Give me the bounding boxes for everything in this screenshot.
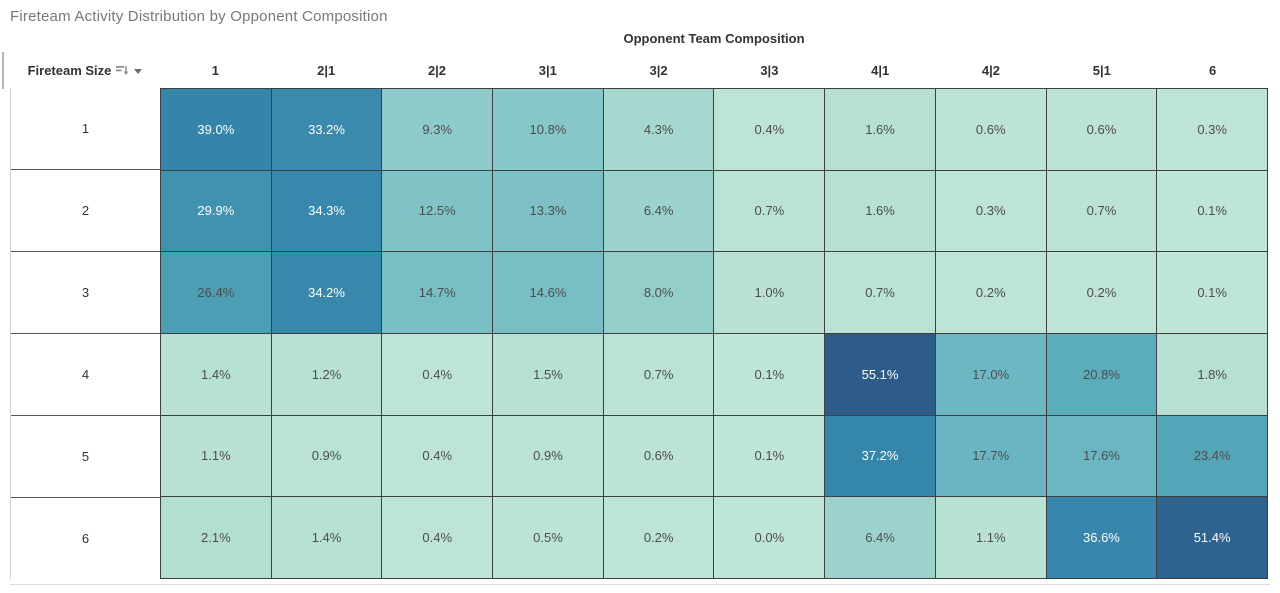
heatmap-cell[interactable]: 1.4% [271,497,382,578]
heatmap-cell[interactable]: 0.1% [714,333,825,415]
heatmap-cell[interactable]: 0.2% [603,497,714,578]
heatmap-cell[interactable]: 10.8% [493,89,603,170]
heatmap-cell[interactable]: 17.6% [1046,415,1157,497]
heatmap-cell[interactable]: 0.4% [382,497,493,578]
heatmap-cell[interactable]: 1.5% [493,333,603,415]
heatmap-cell[interactable]: 6.4% [825,497,935,578]
heatmap-cell[interactable]: 0.6% [603,415,714,497]
heatmap-cell[interactable]: 9.3% [382,89,493,170]
column-header[interactable]: 1 [211,62,220,78]
heatmap-cell[interactable]: 33.2% [271,89,382,170]
sort-descending-icon[interactable] [116,65,129,76]
heatmap-cell[interactable]: 1.6% [825,170,935,252]
heatmap-cell[interactable]: 0.7% [1046,170,1157,252]
dropdown-caret-icon[interactable] [134,68,143,74]
heatmap-cell[interactable]: 0.5% [493,497,603,578]
heatmap-cell[interactable]: 17.7% [935,415,1046,497]
heatmap-cell[interactable]: 0.7% [714,170,825,252]
column-headers: 1 2|1 2|2 3|1 3|2 3|3 4|1 4|2 5|1 6 [160,52,1268,88]
heatmap-cell[interactable]: 4.3% [603,89,714,170]
heatmap-cell[interactable]: 20.8% [1046,333,1157,415]
column-header[interactable]: 3|2 [649,62,668,78]
row-axis-header[interactable]: Fireteam Size [10,52,160,88]
row-header[interactable]: 6 [11,498,160,579]
heatmap-cell[interactable]: 26.4% [161,252,271,333]
heatmap-cell[interactable]: 0.9% [271,415,382,497]
heatmap-cell[interactable]: 0.3% [1157,89,1267,170]
heatmap-cell[interactable]: 1.1% [935,497,1046,578]
heatmap-cell[interactable]: 0.0% [714,497,825,578]
row-header[interactable]: 2 [11,170,160,252]
heatmap-cell[interactable]: 0.6% [1046,89,1157,170]
heatmap-cell[interactable]: 23.4% [1157,415,1267,497]
heatmap-cell[interactable]: 0.1% [1157,252,1267,333]
heatmap-cell[interactable]: 0.2% [935,252,1046,333]
heatmap-cell[interactable]: 34.2% [271,252,382,333]
row-header[interactable]: 1 [11,88,160,170]
heatmap-cell[interactable]: 17.0% [935,333,1046,415]
heatmap-cell[interactable]: 8.0% [603,252,714,333]
heatmap-cell[interactable]: 1.0% [714,252,825,333]
column-header[interactable]: 4|2 [981,62,1001,78]
column-header[interactable]: 2|1 [317,62,336,78]
column-header[interactable]: 5|1 [1092,62,1111,78]
heatmap-cell[interactable]: 2.1% [161,497,271,578]
heatmap-cell[interactable]: 14.6% [493,252,603,333]
heatmap-grid: 39.0% 33.2% 9.3% 10.8% 4.3% 0.4% 1.6% 0.6% 0.6% 0… [160,88,1268,579]
heatmap-cell[interactable]: 1.2% [271,333,382,415]
heatmap-cell[interactable]: 29.9% [161,170,271,252]
column-header[interactable]: 2|2 [427,62,447,78]
bottom-divider [10,584,1270,585]
heatmap-cell[interactable]: 37.2% [825,415,935,497]
column-header[interactable]: 6 [1208,62,1217,78]
heatmap-cell[interactable]: 0.2% [1046,252,1157,333]
column-header[interactable]: 3|1 [538,62,557,78]
heatmap-cell[interactable]: 36.6% [1046,497,1157,578]
heatmap-cell[interactable]: 0.4% [714,89,825,170]
heatmap-cell[interactable]: 0.1% [1157,170,1267,252]
heatmap-cell[interactable]: 1.4% [161,333,271,415]
column-header[interactable]: 3|3 [760,62,779,78]
heatmap-cell[interactable]: 14.7% [382,252,493,333]
heatmap-cell[interactable]: 6.4% [603,170,714,252]
heatmap-cell[interactable]: 0.4% [382,415,493,497]
row-header[interactable]: 4 [11,334,160,416]
column-header[interactable]: 4|1 [871,62,890,78]
heatmap-cell[interactable]: 0.7% [603,333,714,415]
heatmap-cell[interactable]: 0.3% [935,170,1046,252]
heatmap-cell[interactable]: 0.9% [493,415,603,497]
heatmap-cell[interactable]: 0.4% [382,333,493,415]
heatmap-cell[interactable]: 0.1% [714,415,825,497]
row-axis-label: Fireteam Size [27,62,112,78]
heatmap-cell[interactable]: 39.0% [161,89,271,170]
heatmap-cell[interactable]: 1.1% [161,415,271,497]
heatmap-table: Fireteam Size 1 2|1 2|2 3|1 3|2 3|3 4|1 4|2 5|1 6… [10,52,1268,579]
heatmap-cell[interactable]: 0.7% [825,252,935,333]
heatmap-cell[interactable]: 34.3% [271,170,382,252]
header-row: Fireteam Size 1 2|1 2|2 3|1 3|2 3|3 4|1 4|2 5|1 6 [10,52,1268,88]
chart-title: Fireteam Activity Distribution by Oppone… [10,8,388,25]
heatmap-cell[interactable]: 1.6% [825,89,935,170]
column-axis-title: Opponent Team Composition [623,31,805,46]
axis-tick [2,52,4,89]
row-header[interactable]: 3 [11,252,160,334]
heatmap-cell[interactable]: 51.4% [1157,497,1267,578]
heatmap-cell[interactable]: 0.6% [935,89,1046,170]
heatmap-cell[interactable]: 12.5% [382,170,493,252]
row-header[interactable]: 5 [11,416,160,498]
heatmap-cell[interactable]: 13.3% [493,170,603,252]
heatmap-cell[interactable]: 1.8% [1157,333,1267,415]
heatmap-cell[interactable]: 55.1% [825,333,935,415]
